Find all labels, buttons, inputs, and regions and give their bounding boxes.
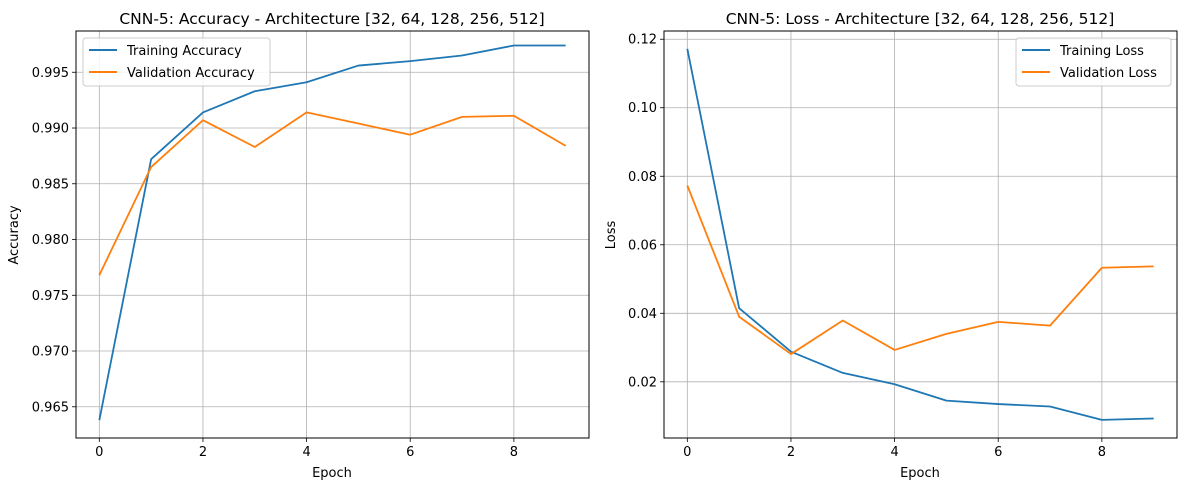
loss-x-axis-label: Epoch (900, 466, 940, 481)
accuracy-chart-title: CNN-5: Accuracy - Architecture [32, 64, … (119, 10, 544, 28)
accuracy-y-tick-label: 0.980 (32, 233, 69, 248)
loss-x-tick-label: 2 (787, 445, 795, 460)
accuracy-x-tick-label: 4 (302, 445, 310, 460)
loss-y-tick-label: 0.02 (628, 375, 657, 390)
loss-plot-frame (663, 30, 1178, 439)
accuracy-x-ticks: 0 2 4 6 8 (95, 438, 518, 460)
accuracy-y-tick-label: 0.975 (32, 289, 69, 304)
loss-legend-label-validation: Validation Loss (1060, 66, 1157, 81)
accuracy-y-ticks: 0.965 0.970 0.975 0.980 0.985 0.990 0.995 (32, 66, 76, 415)
accuracy-x-axis-label: Epoch (312, 466, 352, 481)
accuracy-y-tick-label: 0.995 (32, 66, 69, 81)
loss-legend: Training Loss Validation Loss (1015, 37, 1172, 87)
loss-series-lines (686, 48, 1154, 421)
accuracy-y-tick-label: 0.985 (32, 177, 69, 192)
loss-x-tick-label: 8 (1098, 445, 1106, 460)
accuracy-y-tick-label: 0.965 (32, 400, 69, 415)
loss-y-tick-label: 0.06 (628, 238, 657, 253)
accuracy-legend-label-validation: Validation Accuracy (127, 66, 255, 81)
loss-x-ticks: 0 2 4 6 8 (683, 438, 1106, 460)
training-accuracy-line (98, 44, 566, 421)
loss-x-tick-label: 6 (994, 445, 1002, 460)
accuracy-legend: Training Accuracy Validation Accuracy (82, 37, 271, 87)
accuracy-chart: CNN-5: Accuracy - Architecture [32, 64, … (7, 10, 590, 481)
loss-y-tick-label: 0.10 (628, 101, 657, 116)
accuracy-x-tick-label: 2 (199, 445, 207, 460)
loss-legend-label-training: Training Loss (1059, 44, 1144, 59)
loss-y-tick-label: 0.04 (628, 307, 657, 322)
loss-grid (664, 31, 1177, 438)
accuracy-y-tick-label: 0.990 (32, 122, 69, 137)
accuracy-legend-label-training: Training Accuracy (126, 44, 242, 59)
loss-y-tick-label: 0.08 (628, 170, 657, 185)
training-loss-line (686, 48, 1154, 421)
loss-x-tick-label: 4 (890, 445, 898, 460)
accuracy-series-lines (98, 44, 567, 421)
validation-accuracy-line (98, 111, 567, 276)
accuracy-y-axis-label: Accuracy (7, 205, 22, 265)
accuracy-plot-frame (75, 30, 590, 439)
loss-y-ticks: 0.02 0.04 0.06 0.08 0.10 0.12 (628, 33, 664, 390)
loss-x-tick-label: 0 (683, 445, 691, 460)
accuracy-x-tick-label: 6 (406, 445, 414, 460)
loss-chart-title: CNN-5: Loss - Architecture [32, 64, 128,… (726, 10, 1115, 28)
loss-chart: CNN-5: Loss - Architecture [32, 64, 128,… (604, 10, 1178, 481)
accuracy-x-tick-label: 0 (95, 445, 103, 460)
accuracy-x-tick-label: 8 (510, 445, 518, 460)
accuracy-legend-box (82, 37, 271, 87)
loss-y-axis-label: Loss (604, 221, 619, 250)
validation-loss-line (686, 185, 1154, 355)
accuracy-y-tick-label: 0.970 (32, 345, 69, 360)
loss-y-tick-label: 0.12 (628, 33, 657, 48)
loss-legend-box (1015, 37, 1172, 87)
accuracy-grid (76, 31, 589, 438)
